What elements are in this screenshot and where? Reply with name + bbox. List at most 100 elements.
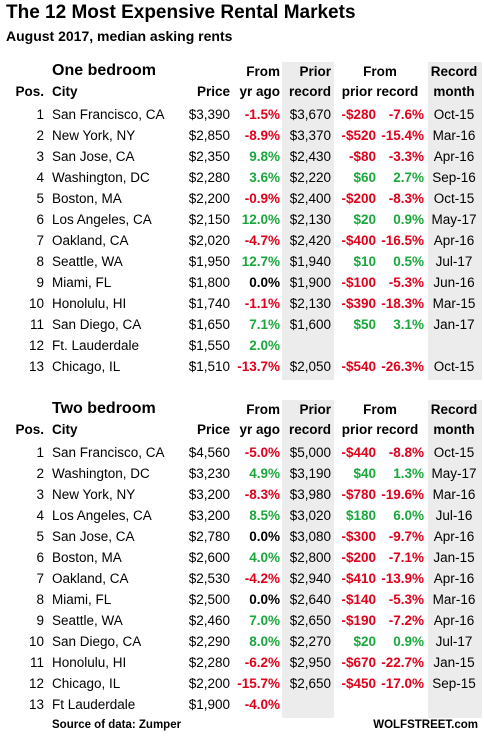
col-prior-top: Prior — [299, 64, 331, 79]
shade-prior-record — [282, 400, 334, 718]
source-note: Source of data: Zumper — [52, 719, 182, 731]
cell-from-yr-ago: -0.9% — [244, 191, 280, 206]
cell-from-yr-ago: 9.8% — [249, 149, 280, 164]
cell-record-month: Apr-16 — [433, 613, 475, 628]
cell-price: $2,020 — [188, 233, 230, 248]
cell-prior-record: $2,430 — [289, 149, 331, 164]
table-row: 11 Honolulu, HI $2,280 -6.2% $2,950 -$670 -22.… — [0, 652, 484, 673]
cell-from-prior-percent: 1.3% — [393, 466, 424, 481]
cell-city: San Diego, CA — [52, 634, 142, 649]
cell-city: San Jose, CA — [52, 529, 135, 544]
cell-record-month: Oct-15 — [433, 191, 475, 206]
cell-city: Chicago, IL — [52, 359, 121, 374]
cell-city: Oakland, CA — [52, 571, 129, 586]
cell-prior-record: $2,940 — [289, 571, 331, 586]
cell-price: $1,650 — [188, 317, 230, 332]
cell-from-prior-dollar: $20 — [353, 212, 376, 227]
cell-prior-record: $3,020 — [289, 508, 331, 523]
cell-from-yr-ago: -13.7% — [237, 359, 280, 374]
cell-from-prior-percent: -13.9% — [381, 571, 424, 586]
col-prior-top: Prior — [299, 402, 331, 417]
cell-from-prior-percent: -7.2% — [388, 613, 424, 628]
cell-record-month: Oct-15 — [433, 359, 475, 374]
col-record-top: Record — [430, 64, 478, 79]
cell-from-yr-ago: 0.0% — [249, 592, 280, 607]
col-record-bottom: month — [433, 422, 475, 437]
cell-record-month: Apr-16 — [433, 149, 475, 164]
cell-pos: 10 — [28, 296, 44, 311]
table-row: 2 New York, NY $2,850 -8.9% $3,370 -$520 -15.4… — [0, 125, 484, 146]
cell-price: $1,800 — [188, 275, 230, 290]
cell-pos: 8 — [36, 592, 44, 607]
cell-from-yr-ago: -4.2% — [244, 571, 280, 586]
col-prior-bottom: record — [288, 84, 331, 99]
col-from-yr-bottom: yr ago — [239, 84, 280, 99]
cell-from-yr-ago: -1.5% — [244, 107, 280, 122]
cell-city: Chicago, IL — [52, 676, 121, 691]
cell-from-prior-dollar: -$440 — [341, 445, 376, 460]
cell-from-yr-ago: -5.0% — [244, 445, 280, 460]
cell-record-month: Sep-15 — [432, 676, 476, 691]
cell-from-prior-dollar: -$540 — [341, 359, 376, 374]
cell-city: Miami, FL — [52, 592, 112, 607]
table-row: 8 Seattle, WA $1,950 12.7% $1,940 $10 0.5% Jul-… — [0, 251, 484, 272]
cell-price: $3,390 — [188, 107, 230, 122]
cell-pos: 8 — [36, 254, 44, 269]
shade-record-month — [428, 62, 482, 380]
cell-from-yr-ago: 2.0% — [249, 338, 280, 353]
cell-prior-record: $2,050 — [289, 359, 331, 374]
cell-price: $4,560 — [188, 445, 230, 460]
cell-prior-record: $1,900 — [289, 275, 331, 290]
cell-city: Seattle, WA — [52, 254, 123, 269]
table-row: 7 Oakland, CA $2,530 -4.2% $2,940 -$410 -13.9%… — [0, 568, 484, 589]
cell-record-month: Jul-17 — [435, 634, 473, 649]
cell-price: $3,200 — [188, 487, 230, 502]
cell-record-month: Apr-16 — [433, 571, 475, 586]
cell-from-prior-dollar: -$140 — [341, 592, 376, 607]
cell-from-prior-dollar: -$670 — [341, 655, 376, 670]
cell-from-yr-ago: -4.7% — [244, 233, 280, 248]
cell-price: $1,510 — [188, 359, 230, 374]
cell-price: $2,850 — [188, 128, 230, 143]
table-row: 12 Ft. Lauderdale $1,550 2.0% — [0, 335, 484, 356]
cell-from-yr-ago: 12.7% — [241, 254, 280, 269]
col-from-prior-top: From — [363, 64, 397, 79]
cell-pos: 7 — [36, 233, 44, 248]
cell-price: $2,280 — [188, 655, 230, 670]
col-from-prior-bottom: prior record — [341, 422, 419, 437]
cell-prior-record: $2,800 — [289, 550, 331, 565]
cell-pos: 9 — [36, 613, 44, 628]
cell-from-prior-percent: -18.3% — [381, 296, 424, 311]
cell-pos: 7 — [36, 571, 44, 586]
table-row: 7 Oakland, CA $2,020 -4.7% $2,420 -$400 -16.5%… — [0, 230, 484, 251]
cell-record-month: Oct-15 — [433, 107, 475, 122]
col-prior-bottom: record — [288, 422, 331, 437]
brand-label: WOLFSTREET.com — [373, 719, 478, 731]
cell-from-prior-percent: 3.1% — [393, 317, 424, 332]
col-pos: Pos. — [15, 422, 44, 437]
cell-prior-record: $5,000 — [289, 445, 331, 460]
cell-pos: 6 — [36, 550, 44, 565]
table-row: 13 Chicago, IL $1,510 -13.7% $2,050 -$540 -26.… — [0, 356, 484, 377]
cell-from-yr-ago: -6.2% — [244, 655, 280, 670]
cell-price: $3,230 — [188, 466, 230, 481]
cell-price: $2,500 — [188, 592, 230, 607]
cell-prior-record: $2,650 — [289, 613, 331, 628]
cell-from-prior-dollar: $20 — [353, 634, 376, 649]
cell-city: San Jose, CA — [52, 149, 135, 164]
cell-prior-record: $2,220 — [289, 170, 331, 185]
col-from-yr-top: From — [246, 64, 280, 79]
cell-prior-record: $3,980 — [289, 487, 331, 502]
cell-price: $1,740 — [188, 296, 230, 311]
table-row: 10 Honolulu, HI $1,740 -1.1% $2,130 -$390 -18.… — [0, 293, 484, 314]
cell-pos: 2 — [36, 466, 44, 481]
cell-pos: 9 — [36, 275, 44, 290]
cell-city: Los Angeles, CA — [52, 508, 152, 523]
col-city: City — [52, 84, 78, 99]
table-row: 1 San Francisco, CA $3,390 -1.5% $3,670 -$280… — [0, 104, 484, 125]
cell-record-month: Jan-17 — [433, 317, 475, 332]
cell-pos: 12 — [28, 338, 44, 353]
cell-prior-record: $1,600 — [289, 317, 331, 332]
cell-prior-record: $2,130 — [289, 296, 331, 311]
cell-city: San Diego, CA — [52, 317, 142, 332]
